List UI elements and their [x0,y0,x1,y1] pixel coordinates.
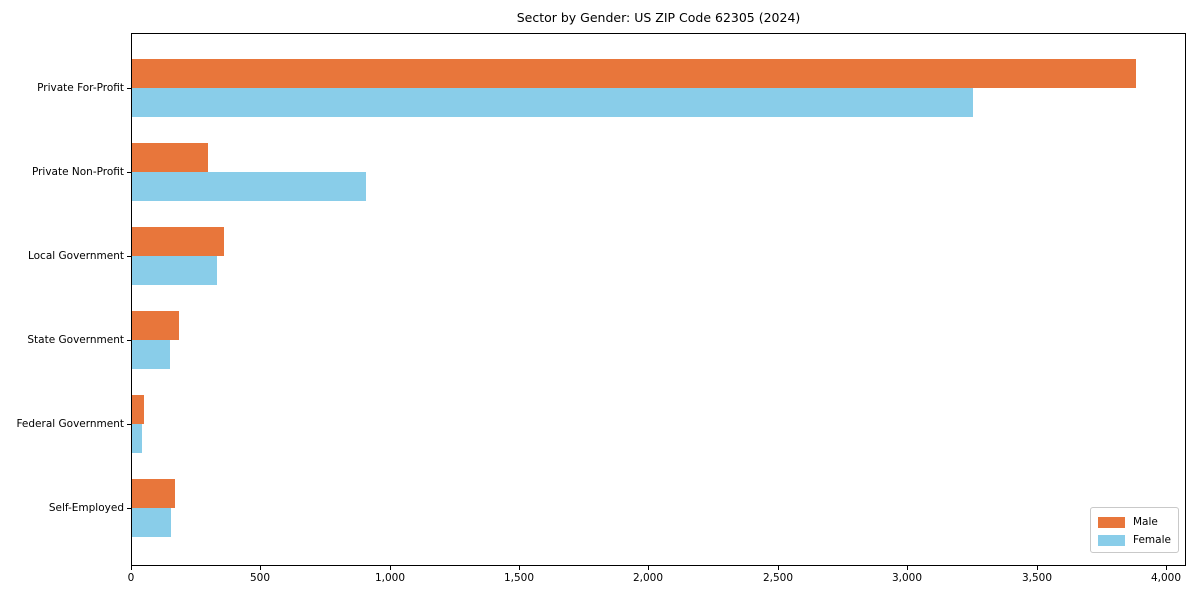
ytick-label-private-for-profit: Private For-Profit [37,82,124,94]
ytick-mark [127,88,131,89]
ytick-label-federal-government: Federal Government [16,418,124,430]
ytick-mark [127,340,131,341]
chart-title: Sector by Gender: US ZIP Code 62305 (202… [516,10,801,25]
xtick-mark [1037,566,1038,570]
bar-female-private-for-profit [132,88,973,117]
ytick-label-private-non-profit: Private Non-Profit [31,166,124,178]
xtick-label-0: 0 [127,572,135,584]
bar-male-private-non-profit [132,143,208,172]
xtick-mark [131,566,132,570]
legend-item-male: Male [1098,514,1171,530]
xtick-mark [519,566,520,570]
legend-item-female: Female [1098,532,1171,548]
bar-female-private-non-profit [132,172,366,201]
ytick-mark [127,256,131,257]
bar-female-federal-government [132,424,142,453]
xtick-label-3500: 3,500 [1021,572,1053,584]
legend-label-female: Female [1133,534,1171,546]
ytick-mark [127,424,131,425]
legend-label-male: Male [1133,516,1158,528]
xtick-mark [907,566,908,570]
xtick-label-2500: 2,500 [762,572,794,584]
xtick-mark [778,566,779,570]
bar-male-private-for-profit [132,59,1136,88]
ytick-label-local-government: Local Government [27,250,124,262]
xtick-label-4000: 4,000 [1150,572,1182,584]
female-color-swatch [1098,534,1125,546]
legend: Male Female [1090,507,1179,553]
xtick-mark [648,566,649,570]
xtick-label-500: 500 [249,572,271,584]
bar-male-local-government [132,227,224,256]
bar-female-state-government [132,340,170,369]
ytick-mark [127,172,131,173]
xtick-mark [1166,566,1167,570]
xtick-mark [260,566,261,570]
plot-area [131,33,1186,566]
bar-female-self-employed [132,508,171,537]
ytick-label-self-employed: Self-Employed [48,502,124,514]
bar-male-federal-government [132,395,144,424]
xtick-label-2000: 2,000 [632,572,664,584]
bar-male-state-government [132,311,179,340]
xtick-label-3000: 3,000 [891,572,923,584]
xtick-label-1500: 1,500 [503,572,535,584]
bar-male-self-employed [132,479,175,508]
xtick-mark [390,566,391,570]
bar-female-local-government [132,256,217,285]
ytick-label-state-government: State Government [27,334,124,346]
ytick-mark [127,508,131,509]
male-color-swatch [1098,516,1125,528]
xtick-label-1000: 1,000 [374,572,406,584]
